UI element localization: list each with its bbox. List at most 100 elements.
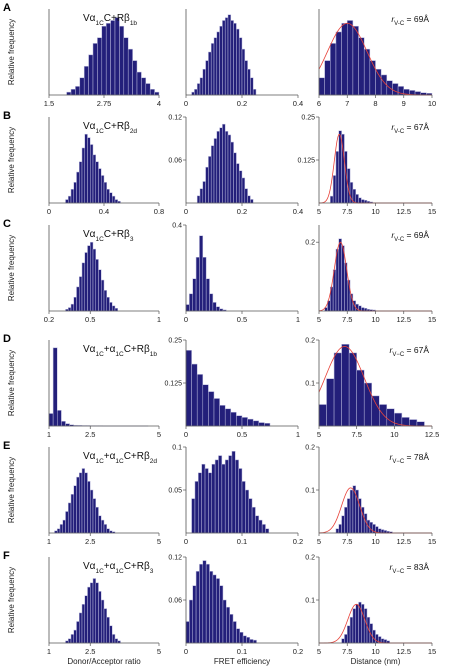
histogram-bar — [76, 286, 80, 312]
histogram-bar — [98, 591, 102, 644]
x-tick-label: 2.5 — [85, 647, 95, 656]
y-tick-label: 0.1 — [305, 381, 315, 388]
histogram-bar — [87, 586, 91, 644]
histogram-bar — [70, 89, 76, 96]
histogram-bar — [103, 524, 107, 534]
histogram-bar — [195, 571, 200, 644]
histogram-bar — [75, 86, 81, 96]
histogram-bar — [221, 463, 226, 534]
x-tick-label: 7.5 — [342, 537, 352, 546]
histogram-bar — [241, 48, 246, 96]
histogram-bar — [238, 170, 243, 204]
x-tick-label: 0 — [184, 99, 188, 108]
histogram-bar — [185, 621, 190, 644]
histogram-bar — [347, 279, 351, 312]
x-tick-label: 10 — [371, 315, 379, 324]
histogram-bar — [219, 405, 226, 427]
x-tick-label: 5 — [317, 647, 321, 656]
histogram-bar — [264, 423, 271, 427]
histogram-bar — [344, 634, 348, 644]
histogram-bar — [208, 472, 213, 534]
histogram-bar — [103, 608, 107, 644]
histogram-bar — [224, 408, 232, 427]
histogram-bar — [52, 347, 58, 427]
histogram-bar — [62, 519, 66, 534]
x-tick-label: 0.4 — [293, 207, 303, 216]
histogram-bar — [348, 352, 357, 427]
histogram-bar — [76, 621, 80, 644]
histogram-bar — [239, 632, 244, 644]
panel-B-2: 5 7.5 10 12.5 15 0.125 0.25 rV-C = 67Å — [297, 115, 436, 217]
x-tick-label: 0.2 — [237, 99, 247, 108]
y-tick-label: 0.05 — [168, 488, 182, 495]
histogram-bar — [70, 303, 74, 312]
x-tick-label: 5 — [157, 537, 161, 546]
y-axis-label: Relative frequency — [7, 567, 16, 633]
x-axis-label: Distance (nm) — [351, 657, 401, 666]
histogram-bar — [84, 595, 88, 644]
x-axis-label: Donor/Acceptor ratio — [67, 657, 141, 666]
histogram-bar — [202, 384, 209, 427]
distance-label: rV−C = 67Å — [390, 345, 430, 358]
x-tick-label: 1 — [47, 430, 51, 439]
x-tick-label: 0.5 — [237, 315, 247, 324]
x-tick-label: 1 — [47, 537, 51, 546]
y-tick-label: 0.06 — [168, 598, 182, 605]
x-tick-label: 10 — [371, 537, 379, 546]
y-axis-label: Relative frequency — [7, 235, 16, 301]
histogram-bar — [202, 68, 206, 96]
panel-row-letter: B — [3, 110, 11, 122]
histogram-bar — [76, 476, 80, 534]
histogram-bar — [95, 161, 99, 204]
histogram-bar — [199, 77, 204, 96]
histogram-bar — [112, 305, 116, 312]
histogram-bar — [344, 506, 348, 534]
construct-label: Vα1C+α1CC+Rβ2d — [83, 451, 157, 465]
construct-label: Vα1CC+Rβ1b — [83, 13, 137, 27]
histogram-bar — [212, 574, 217, 644]
histogram-bar — [73, 485, 77, 534]
histogram-bar — [101, 175, 105, 204]
histogram-bar — [189, 293, 193, 312]
histogram-bar — [363, 200, 368, 204]
x-tick-label: 1.5 — [44, 99, 54, 108]
y-tick-label: 0.12 — [168, 115, 182, 122]
histogram-bar — [341, 515, 345, 534]
histogram-bar — [369, 60, 376, 96]
histogram-bar — [101, 279, 105, 312]
histogram-bar — [84, 133, 88, 204]
histogram-bar — [101, 519, 105, 534]
histogram-bar — [252, 420, 260, 427]
histogram-bar — [194, 481, 199, 534]
x-tick-label: 8 — [373, 99, 377, 108]
histogram-bar — [112, 634, 116, 644]
histogram-bar — [114, 17, 120, 96]
histogram-bar — [87, 245, 91, 312]
histogram-bar — [227, 14, 232, 96]
histogram-bar — [236, 163, 240, 204]
histogram-bar — [213, 398, 220, 427]
histogram-bar — [109, 625, 113, 644]
x-tick-label: 1 — [296, 315, 300, 324]
histogram-bar — [222, 20, 226, 96]
histogram-bar — [194, 89, 198, 96]
histogram-bar — [213, 138, 218, 204]
histogram-bar — [84, 252, 88, 312]
panel-A-0: 1.5 2.75 4 Vα1CC+Rβ1b — [44, 9, 161, 108]
histogram-bar — [247, 195, 251, 204]
histogram-bar — [229, 614, 234, 644]
x-tick-label: 12.5 — [396, 207, 411, 216]
histogram-bar — [145, 83, 151, 96]
panel-D-0: 1 2.5 5 Vα1C+α1CC+Rβ1b — [47, 340, 161, 439]
distance-label: rV-C = 67Å — [391, 122, 429, 135]
panel-C-0: 0.2 0.5 1 Vα1CC+Rβ3 — [44, 225, 161, 324]
x-tick-label: 12.5 — [396, 647, 411, 656]
y-tick-label: 0.12 — [168, 555, 182, 562]
y-tick-label: 0.1 — [305, 598, 315, 605]
histogram-bar — [233, 152, 237, 204]
histogram-bar — [84, 472, 88, 534]
histogram-bar — [318, 404, 327, 427]
histogram-bar — [101, 599, 105, 644]
histogram-bar — [90, 144, 94, 204]
